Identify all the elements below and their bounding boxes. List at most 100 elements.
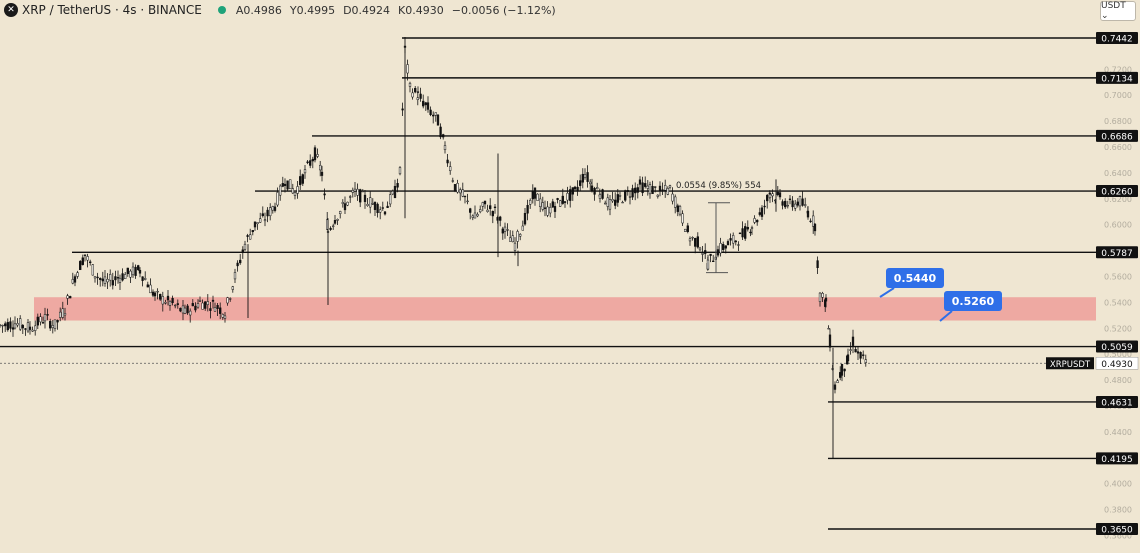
- candle: [223, 315, 227, 319]
- candle: [179, 307, 182, 312]
- candle: [724, 245, 727, 249]
- candle: [196, 303, 200, 308]
- candle: [316, 154, 319, 157]
- candle: [469, 208, 472, 213]
- candle: [750, 227, 754, 229]
- callout-label: 0.5260: [952, 295, 995, 308]
- candle: [373, 202, 377, 210]
- candle: [698, 247, 702, 251]
- candle: [486, 209, 489, 212]
- candle: [241, 249, 244, 253]
- candle: [309, 160, 312, 166]
- candle: [746, 226, 749, 230]
- candle: [303, 169, 307, 174]
- level-badge: [1096, 340, 1138, 353]
- candle: [541, 202, 544, 210]
- y-tick-label: 0.5000: [1104, 350, 1132, 359]
- candle: [386, 205, 389, 209]
- candle: [289, 179, 292, 190]
- candle: [253, 221, 257, 228]
- callout-box: [886, 268, 944, 288]
- candle: [806, 210, 810, 218]
- candle: [804, 204, 807, 206]
- candle: [778, 192, 782, 198]
- candle: [31, 329, 34, 332]
- current-price-label: 0.4930: [1101, 360, 1133, 370]
- candle: [738, 232, 742, 235]
- candle: [166, 295, 170, 301]
- candle: [766, 194, 769, 202]
- candle: [311, 158, 314, 162]
- candle: [688, 238, 692, 242]
- candle: [236, 262, 239, 267]
- candle: [593, 187, 596, 195]
- candle: [361, 190, 364, 193]
- candle: [301, 174, 304, 184]
- candle: [563, 201, 567, 203]
- candle: [332, 225, 335, 227]
- candle: [856, 351, 860, 354]
- candle: [101, 278, 104, 282]
- candle: [678, 206, 682, 215]
- candle: [843, 368, 846, 372]
- candle: [566, 192, 569, 201]
- candle: [246, 235, 249, 237]
- support-zone: [34, 297, 1096, 321]
- candle: [646, 185, 649, 189]
- candle: [111, 280, 114, 286]
- candle: [509, 237, 512, 242]
- candle: [840, 363, 844, 376]
- y-tick-label: 0.4000: [1104, 480, 1132, 489]
- candle: [416, 97, 419, 100]
- candle: [28, 326, 32, 330]
- candle: [396, 183, 399, 188]
- candle: [456, 183, 459, 193]
- candle: [89, 261, 92, 264]
- currency-selector[interactable]: USDT ⌄: [1100, 1, 1136, 21]
- candle: [726, 241, 730, 246]
- level-label: 0.5059: [1101, 343, 1133, 353]
- candle: [336, 219, 339, 221]
- candle: [798, 196, 802, 207]
- candle: [432, 114, 435, 117]
- candle: [716, 249, 720, 256]
- candle: [171, 297, 174, 304]
- candle: [391, 190, 394, 195]
- candle: [124, 274, 127, 279]
- candle: [201, 302, 204, 310]
- level-label: 0.4631: [1101, 398, 1133, 408]
- candle: [442, 134, 445, 138]
- candle: [86, 256, 89, 261]
- candle: [422, 100, 425, 107]
- candle: [306, 161, 309, 164]
- candle: [543, 207, 547, 209]
- candle: [719, 243, 722, 254]
- candle: [569, 189, 572, 201]
- candle: [722, 244, 725, 250]
- candle: [446, 159, 449, 164]
- candle: [144, 278, 147, 280]
- candle: [586, 172, 589, 182]
- candle: [598, 194, 602, 199]
- candle: [276, 192, 279, 206]
- candle: [406, 64, 409, 74]
- candle: [273, 206, 277, 211]
- candle: [768, 194, 772, 198]
- candle: [523, 212, 527, 225]
- candle: [194, 305, 197, 311]
- candle: [233, 272, 237, 280]
- candle: [674, 196, 677, 208]
- candle: [589, 181, 592, 185]
- candle: [36, 316, 39, 326]
- candle: [6, 322, 9, 331]
- candle: [546, 206, 549, 216]
- candle: [213, 307, 217, 312]
- candle: [654, 186, 657, 188]
- symbol-title[interactable]: XRP / TetherUS · 4s · BINANCE: [22, 3, 202, 17]
- callout-label: 0.5440: [894, 272, 937, 285]
- candle: [103, 276, 107, 284]
- candle: [118, 277, 122, 283]
- candle: [503, 226, 507, 232]
- candle: [734, 240, 737, 243]
